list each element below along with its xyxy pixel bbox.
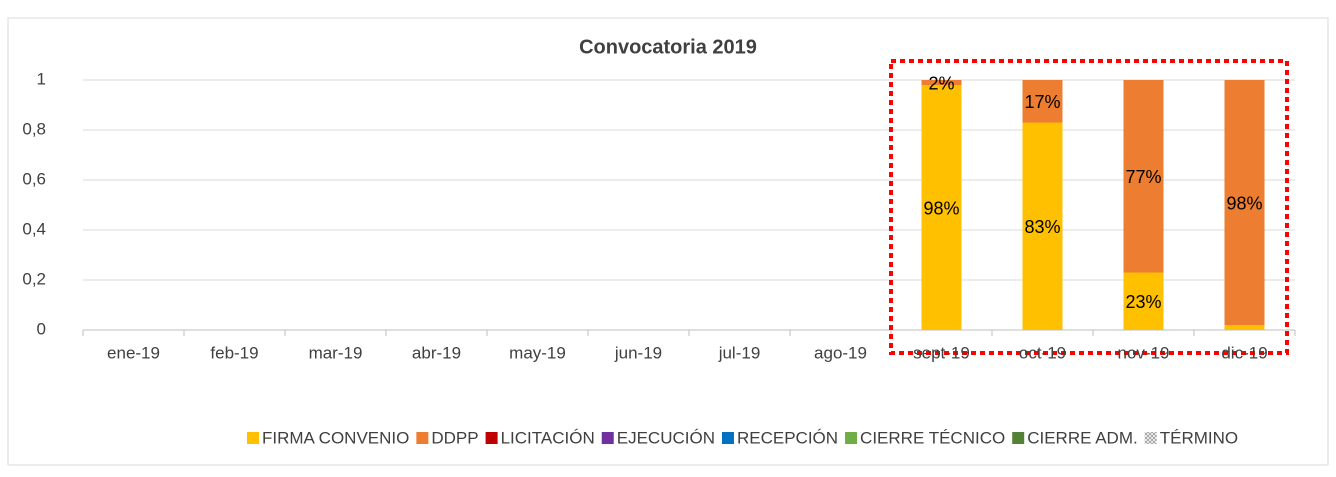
bar-segment	[1123, 80, 1164, 273]
x-tick-label: abr-19	[412, 343, 461, 362]
bar-segment	[1022, 122, 1063, 330]
bar-segment	[1123, 272, 1164, 330]
x-tick-label: nov-19	[1118, 343, 1170, 362]
data-label: 23%	[1125, 292, 1161, 312]
x-tick-label: sept-19	[913, 343, 970, 362]
y-tick-label: 1	[37, 69, 46, 88]
bar-segment	[1224, 325, 1265, 330]
legend-swatch	[1012, 432, 1025, 444]
x-tick-label: may-19	[509, 343, 566, 362]
legend-swatch	[1144, 432, 1157, 444]
legend-label: DDPP	[431, 428, 478, 447]
y-tick-label: 0	[37, 319, 46, 338]
x-tick-label: dic-19	[1221, 343, 1267, 362]
legend-swatch	[485, 432, 498, 444]
y-tick-label: 0,4	[22, 219, 46, 238]
data-label: 17%	[1024, 92, 1060, 112]
bar-segment	[1022, 80, 1063, 123]
legend-swatch	[721, 432, 734, 444]
legend-label: TÉRMINO	[1160, 428, 1238, 447]
y-tick-label: 0,8	[22, 119, 46, 138]
data-label: 77%	[1125, 167, 1161, 187]
chart-border	[7, 17, 1329, 466]
bar-segment	[921, 80, 962, 85]
x-tick-label: ene-19	[107, 343, 160, 362]
data-label: 2%	[928, 73, 954, 93]
legend-label: RECEPCIÓN	[737, 428, 838, 447]
x-tick-label: oct-19	[1019, 343, 1066, 362]
bar-segment	[921, 85, 962, 330]
y-tick-label: 0,2	[22, 269, 46, 288]
y-tick-label: 0,6	[22, 169, 46, 188]
legend-label: FIRMA CONVENIO	[262, 428, 409, 447]
legend-label: CIERRE TÉCNICO	[860, 428, 1005, 447]
legend-swatch	[247, 432, 259, 444]
data-label: 98%	[923, 198, 959, 218]
bar-segment	[1224, 80, 1265, 325]
data-label: 98%	[1226, 193, 1262, 213]
chart-title: Convocatoria 2019	[579, 36, 757, 58]
legend-label: EJECUCIÓN	[617, 428, 715, 447]
legend-label: LICITACIÓN	[501, 428, 595, 447]
legend-swatch	[416, 432, 429, 444]
x-tick-label: jun-19	[614, 343, 662, 362]
legend-label: CIERRE ADM.	[1027, 428, 1138, 447]
data-label: 83%	[1024, 217, 1060, 237]
legend-swatch	[845, 432, 858, 444]
x-tick-label: feb-19	[210, 343, 258, 362]
x-tick-label: jul-19	[718, 343, 761, 362]
highlight-box	[889, 59, 1289, 355]
x-tick-label: ago-19	[814, 343, 867, 362]
x-tick-label: mar-19	[309, 343, 363, 362]
legend-swatch	[601, 432, 614, 444]
